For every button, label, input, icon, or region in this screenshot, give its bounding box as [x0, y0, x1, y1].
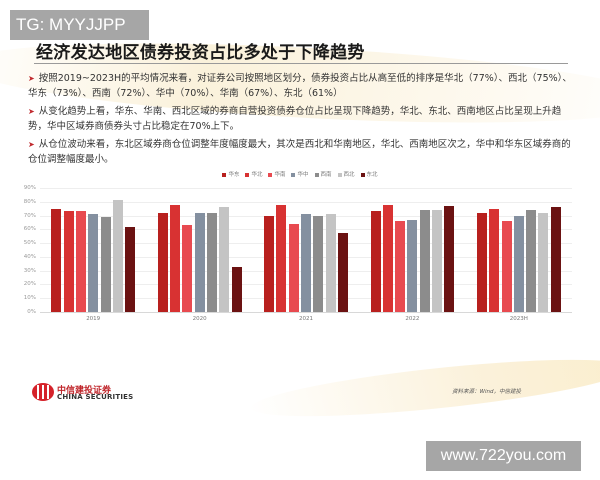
x-tick-label: 2021	[299, 316, 313, 322]
bar-2019-华南	[75, 211, 86, 312]
bullet-text: 从变化趋势上看，华东、华南、西北区域的券商自营投资债券仓位占比呈现下降趋势，华北…	[28, 106, 562, 132]
bullet-text: 从仓位波动来看，东北区域券商仓位调整年度幅度最大，其次是西北和华南地区，华北、西…	[28, 139, 571, 165]
legend-item: 西南	[314, 170, 332, 178]
bar-2020-西北	[219, 207, 230, 312]
bullet-text: 按照2019~2023H的平均情况来看，对证券公司按照地区划分，债券投资占比从高…	[28, 73, 572, 99]
bar-2020-华中	[194, 212, 205, 312]
bar-2021-华中	[301, 214, 311, 312]
legend-item: 华南	[268, 170, 285, 178]
legend-label: 东北	[366, 172, 378, 178]
bar-chart: 华东 华北 华南 华中 西南 西北 东北 0% 10% 20% 30% 40% 50% 60% 70% 80…	[14, 168, 586, 328]
legend-swatch-icon	[245, 172, 250, 177]
bar-2021-华东	[264, 215, 275, 312]
bar-2021-西南	[313, 215, 324, 312]
arrow-right-icon: ➤	[28, 74, 35, 83]
slide	[0, 29, 600, 428]
bullet-item: ➤ 从变化趋势上看，华东、华南、西北区域的券商自营投资债券仓位占比呈现下降趋势，华…	[28, 104, 573, 134]
bar-2022-西北	[432, 210, 442, 312]
legend-label: 西北	[343, 172, 355, 178]
bar-2023H-华中	[513, 215, 524, 312]
y-tick-label: 90%	[23, 185, 36, 191]
bar-2020-华南	[182, 225, 193, 312]
logo-text-en: CHINA SECURITIES	[57, 393, 134, 401]
bar-2021-西北	[325, 214, 336, 312]
legend-label: 西南	[320, 172, 332, 178]
legend-label: 华北	[251, 172, 263, 178]
x-tick-label: 2019	[86, 316, 101, 322]
y-tick-label: 40%	[23, 253, 36, 260]
bar-2019-西南	[100, 216, 111, 312]
y-tick-label: 10%	[23, 295, 36, 302]
title-divider	[34, 63, 568, 64]
bar-2023H-华南	[501, 221, 512, 312]
x-tick-label: 2023H	[509, 316, 528, 322]
bar-2019-华东	[51, 208, 62, 312]
y-tick-label: 30%	[23, 267, 36, 274]
bar-2023H-西南	[526, 210, 537, 312]
bar-2021-华南	[288, 223, 299, 312]
slide-title: 经济发达地区债券投资占比多处于下降趋势	[36, 43, 365, 63]
bar-2020-华东	[157, 212, 168, 312]
y-tick-label: 20%	[23, 281, 36, 288]
bar-2020-东北	[231, 266, 242, 312]
bar-2021-华北	[276, 204, 287, 312]
bar-2019-东北	[125, 226, 136, 312]
legend-label: 华南	[274, 172, 286, 178]
legend-swatch-icon	[268, 172, 273, 177]
gridline	[40, 201, 572, 203]
x-tick-label: 2022	[405, 316, 420, 322]
legend-swatch-icon	[314, 172, 319, 177]
bar-2023H-东北	[550, 207, 561, 312]
gridline	[40, 188, 572, 189]
bar-2019-华北	[63, 211, 74, 312]
legend-label: 华中	[297, 172, 309, 178]
legend-item: 西北	[337, 170, 355, 178]
legend-item: 华东	[222, 170, 239, 178]
bar-2022-华南	[395, 221, 406, 312]
legend-item: 华中	[291, 170, 309, 178]
bar-2023H-华东	[476, 212, 487, 312]
bar-2020-西南	[206, 212, 217, 312]
chart-legend: 华东 华北 华南 华中 西南 西北 东北	[14, 170, 586, 178]
bullet-item: ➤ 按照2019~2023H的平均情况来看，对证券公司按照地区划分，债券投资占比从…	[28, 71, 573, 101]
legend-swatch-icon	[360, 172, 365, 177]
bar-2022-东北	[444, 205, 455, 312]
legend-swatch-icon	[337, 172, 342, 177]
bullet-item: ➤ 从仓位波动来看，东北区域券商仓位调整年度幅度最大，其次是西北和华南地区，华北、…	[28, 137, 573, 167]
legend-swatch-icon	[291, 172, 296, 177]
decorative-swoosh	[248, 348, 600, 428]
y-tick-label: 70%	[23, 212, 36, 219]
arrow-right-icon: ➤	[28, 107, 35, 116]
bar-2022-华北	[382, 204, 393, 312]
bar-2019-华中	[88, 214, 99, 312]
top-tag-watermark: TG: MYYJJPP	[10, 10, 149, 40]
logo-mark-icon	[32, 383, 54, 401]
bar-2020-华北	[170, 204, 180, 312]
bar-2021-东北	[337, 233, 348, 312]
bar-2022-西南	[419, 210, 430, 312]
legend-label: 华东	[228, 172, 240, 178]
source-note: 资料来源：Wind，中信建投	[452, 389, 521, 395]
bullet-list: ➤ 按照2019~2023H的平均情况来看，对证券公司按照地区划分，债券投资占比从…	[28, 71, 573, 170]
bar-2022-华东	[370, 211, 381, 312]
y-tick-label: 0%	[27, 309, 36, 315]
x-tick-label: 2020	[192, 316, 207, 322]
y-tick-label: 60%	[23, 226, 36, 233]
bar-2023H-华北	[489, 208, 500, 312]
y-tick-label: 50%	[23, 240, 36, 247]
arrow-right-icon: ➤	[28, 140, 35, 149]
legend-swatch-icon	[222, 172, 227, 177]
bottom-watermark: www.722you.com	[426, 441, 581, 471]
y-tick-label: 80%	[23, 198, 36, 205]
legend-item: 东北	[360, 170, 378, 178]
logo-text-cn: 中信建投证券	[57, 386, 112, 396]
bar-2023H-西北	[538, 212, 549, 312]
bar-2022-华中	[407, 219, 418, 312]
plot-area: 0% 10% 20% 30% 40% 50% 60% 70% 80% 90% 2019 2020 202…	[24, 185, 572, 322]
legend-item: 华北	[245, 170, 262, 178]
bar-2019-西北	[112, 200, 123, 312]
